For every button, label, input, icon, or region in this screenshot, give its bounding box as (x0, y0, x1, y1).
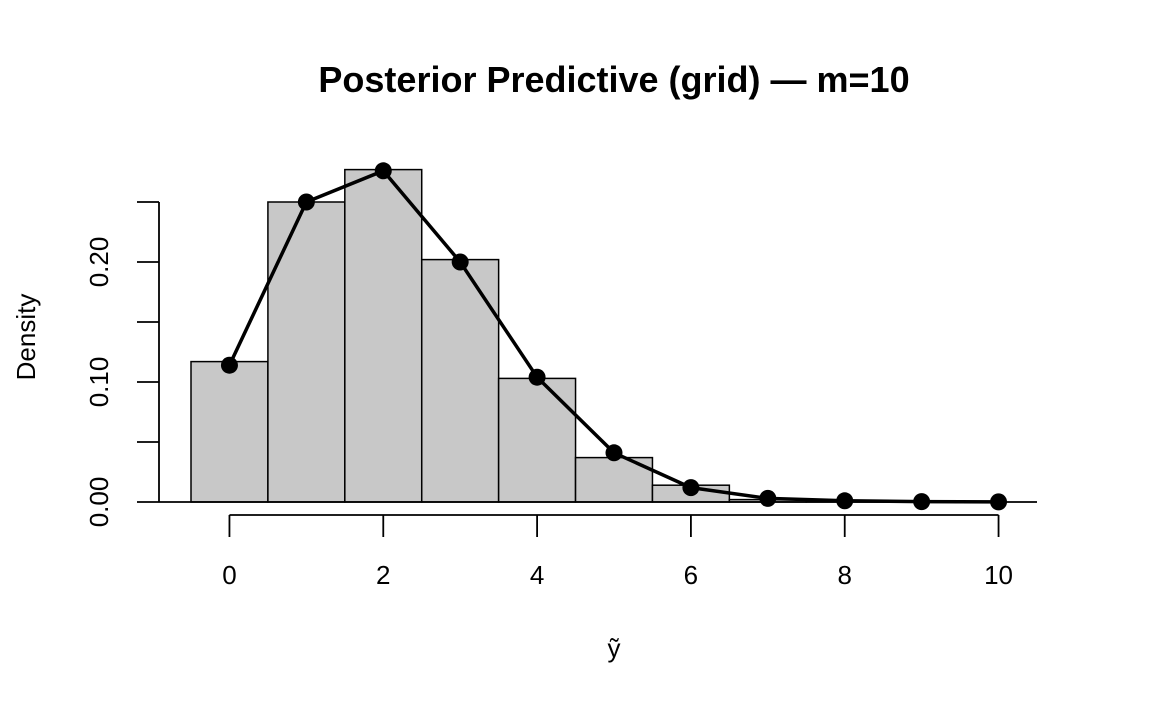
y-axis-label: Density (11, 294, 41, 381)
x-axis-label: ỹ (608, 633, 621, 663)
y-tick-label: 0.20 (84, 237, 114, 288)
x-tick-label: 6 (684, 560, 698, 590)
histogram-bar (344, 168, 423, 503)
x-tick-label: 8 (837, 560, 851, 590)
histogram-bars (159, 168, 1037, 503)
series-point (605, 444, 623, 462)
series-point (297, 193, 315, 211)
series-point (374, 162, 392, 180)
x-tick-label: 10 (984, 560, 1013, 590)
histogram-bar (267, 201, 346, 503)
histogram-bar (190, 360, 269, 503)
y-axis: 0.00 0.10 0.20 (84, 201, 160, 528)
x-tick-label: 0 (222, 560, 236, 590)
series-point (836, 492, 854, 510)
x-tick-label: 4 (530, 560, 544, 590)
series-point (220, 356, 238, 374)
series-point (528, 368, 546, 386)
x-tick-label: 2 (376, 560, 390, 590)
y-tick-label: 0.10 (84, 357, 114, 408)
y-tick-label: 0.00 (84, 477, 114, 528)
histogram-bar (420, 258, 500, 503)
x-axis: 0 2 4 6 8 10 (222, 514, 1013, 590)
chart-title: Posterior Predictive (grid) — m=10 (318, 59, 909, 100)
series-point (759, 489, 777, 507)
predictive-series (220, 162, 1008, 511)
series-point (451, 253, 469, 271)
series-point (682, 479, 700, 497)
series-point (990, 493, 1008, 511)
histogram-bar (497, 377, 577, 503)
series-point (913, 493, 931, 511)
